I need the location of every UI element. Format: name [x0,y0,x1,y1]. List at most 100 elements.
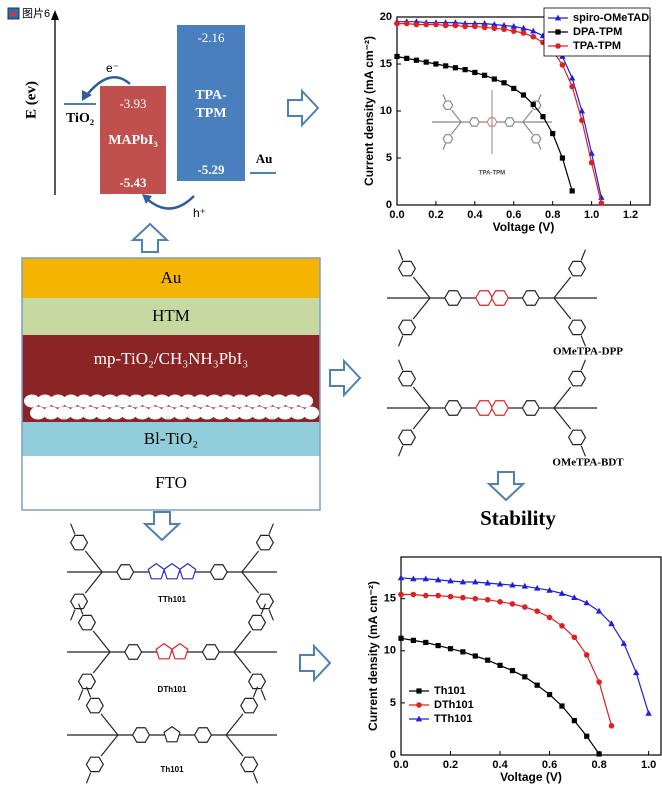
nanoparticle [277,406,293,420]
marker [447,593,454,600]
bond [78,603,84,615]
marker [496,580,504,587]
nanoparticle [76,394,92,408]
y-tick-label: 15 [380,58,392,70]
marker [540,114,546,120]
tpa-tpm-lumo: -2.16 [197,30,225,45]
molecules [67,90,597,784]
layer-label: Au [161,268,182,287]
mapbi3-homo: -5.43 [119,175,147,190]
marker [481,20,488,26]
marker [583,599,590,606]
phenyl [116,564,135,580]
legend-label: spiro-OMeTAD [573,12,649,24]
bond [252,686,259,698]
nanoparticle [63,394,79,408]
marker [520,24,527,31]
bond [70,523,76,535]
phenyl [521,290,540,306]
nanoparticle [297,394,313,408]
nanoparticle [141,394,157,408]
core-ring [163,726,181,743]
marker [433,61,439,67]
marker [481,72,488,78]
bond [398,359,404,371]
marker [491,21,498,27]
marker [472,578,479,585]
phenyl [397,429,416,446]
marker [403,20,410,27]
marker [413,57,420,63]
nanoparticle [147,406,163,420]
nanoparticle [43,406,59,420]
core-ring [147,563,165,580]
x-tick-label: 0.2 [428,209,443,221]
y-tick-label: 20 [380,11,392,23]
legend-label: Th101 [434,685,466,697]
nanoparticle [199,406,215,420]
marker [397,574,405,581]
layer-htm [22,298,320,335]
phenyl [530,134,542,144]
marker [579,117,585,124]
mapbi3-name: MAPbI₃ [108,133,157,148]
marker [501,80,507,86]
marker [484,579,491,586]
phenyl [568,429,587,446]
nanoparticle [115,394,131,408]
marker [435,592,441,599]
molecule-label: Th101 [160,765,184,774]
phenyl [397,260,416,277]
tpa-tpm-homo: -5.29 [197,162,225,177]
marker [510,23,517,29]
marker [472,653,478,659]
marker [620,640,628,646]
tio2-label: TiO₂ [66,111,94,126]
marker [472,69,478,76]
marker [520,92,527,98]
flow-arrow [486,471,526,502]
phenyl [209,564,228,580]
marker [608,620,615,627]
marker [500,22,508,28]
arrowhead [142,194,152,204]
marker [443,63,449,69]
legend-label: TPA-TPM [573,40,621,52]
nanoparticle [89,394,105,408]
marker [530,27,537,34]
phenyl [85,756,104,773]
layer-label: FTO [155,473,187,492]
bond [260,603,266,615]
nanoparticle [102,394,118,408]
nanoparticle [167,394,183,408]
marker [442,22,449,29]
bond [85,686,92,698]
marker [569,83,575,90]
flow-arrow [287,88,320,128]
molecule [67,603,277,701]
nanoparticle [37,394,53,408]
marker [522,674,528,680]
marker [434,576,442,583]
arrowhead [82,90,92,101]
marker [497,662,503,668]
tpa-tpm-name: TPM [195,106,226,121]
phenyl [444,290,463,306]
marker [497,599,503,605]
molecule-label: TTh101 [158,595,187,604]
marker [510,28,517,34]
x-tick-label: 1.0 [641,759,656,771]
phenyl [240,697,259,714]
nanoparticle [128,394,144,408]
molecule [387,249,597,347]
core-ring [490,400,509,416]
layer-au [22,258,320,298]
molecule-label: TPA-TPM [479,171,505,177]
device-stack: Au HTM mp-TiO₂/CH₃NH₃PbI₃ Bl-TiO₂ FTO [21,257,321,511]
bond [252,772,259,784]
marker [423,59,429,65]
x-tick-label: 0.6 [542,759,557,771]
flow-arrow [329,358,362,398]
